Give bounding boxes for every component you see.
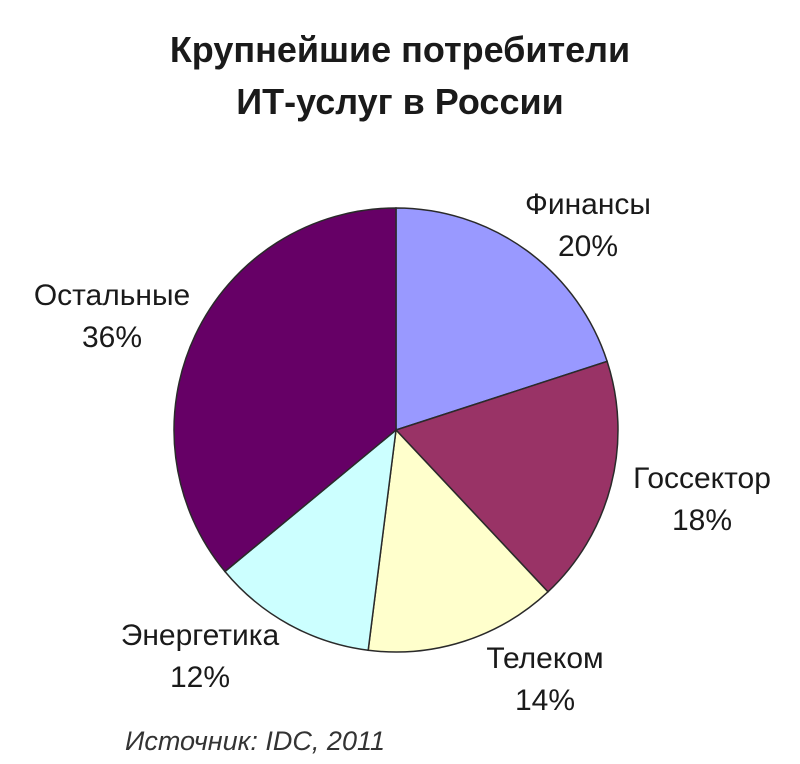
pie-slice-1 bbox=[395, 207, 609, 432]
slice-value-label: 14% bbox=[515, 684, 575, 717]
pie-slice-4 bbox=[223, 428, 397, 652]
slice-category-label: Энергетика bbox=[121, 619, 280, 652]
slice-value-label: 20% bbox=[558, 230, 618, 263]
chart-title-line-1: Крупнейшие потребители bbox=[170, 29, 630, 70]
pie-slice-5 bbox=[173, 207, 397, 573]
source-note: Источник: IDC, 2011 bbox=[125, 726, 385, 756]
pie-slice-2 bbox=[394, 360, 619, 593]
pie-labels: Финансы 20% Госсектор 18% Телеком 14% Энергети… bbox=[34, 188, 771, 717]
chart-title-line-2: ИТ-услуг в России bbox=[236, 81, 563, 122]
pie-slices bbox=[173, 207, 619, 653]
slice-category-label: Остальные bbox=[34, 279, 190, 312]
pie-slice-3 bbox=[367, 428, 550, 653]
slice-value-label: 36% bbox=[82, 321, 142, 354]
slice-category-label: Госсектор bbox=[633, 462, 771, 495]
slice-category-label: Телеком bbox=[486, 642, 603, 675]
slice-value-label: 12% bbox=[170, 661, 230, 694]
slice-value-label: 18% bbox=[672, 504, 732, 537]
slice-category-label: Финансы bbox=[525, 188, 651, 221]
